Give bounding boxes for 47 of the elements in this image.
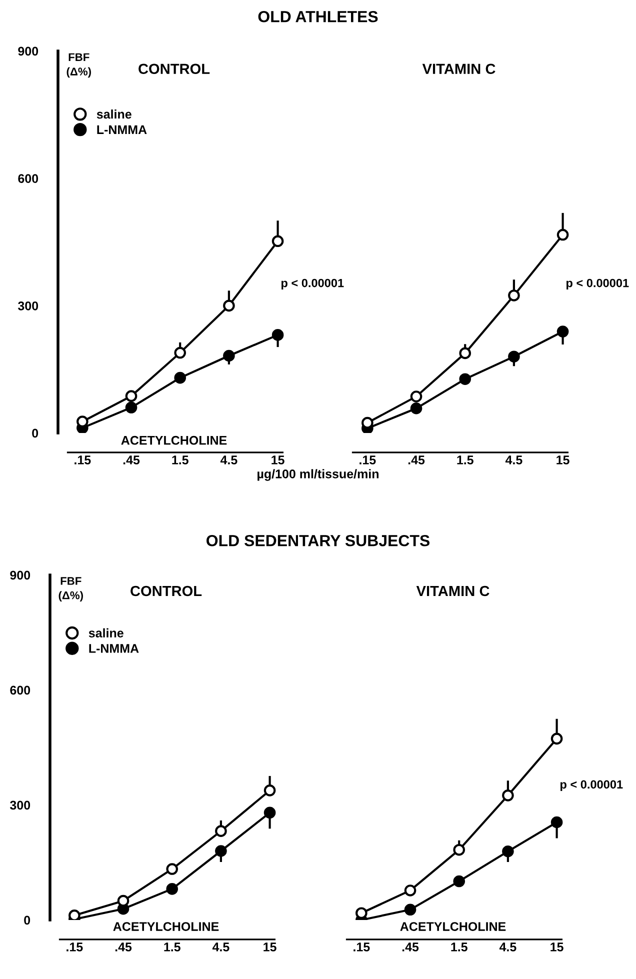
x-tick-label: 1.5	[457, 456, 474, 464]
y-tick-label: 300	[10, 800, 30, 810]
legend-label: L-NMMA	[89, 644, 139, 653]
x-tick-label: .15	[354, 942, 370, 952]
x-axis-title: ACETYLCHOLINE	[400, 922, 506, 931]
y-tick-label: 600	[10, 686, 30, 695]
y-axis-title: FBF (Δ%)	[58, 577, 83, 602]
x-axis-title: ACETYLCHOLINE	[121, 436, 227, 445]
y-tick-label: 0	[32, 428, 38, 438]
x-tick-label: 15	[264, 942, 276, 952]
y-axis-title: FBF (Δ%)	[66, 53, 91, 78]
text: CONTROL	[130, 586, 202, 596]
chart-title: OLD SEDENTARY SUBJECTS	[206, 534, 430, 546]
annotation: p < 0.00001	[282, 278, 344, 290]
y-tick-label: 300	[18, 301, 38, 310]
x-tick-label: .45	[408, 456, 425, 464]
x-axis-title: ACETYLCHOLINE	[113, 922, 219, 931]
x-tick-label: 4.5	[212, 942, 230, 952]
y-tick-label: 600	[18, 174, 38, 183]
x-tick-label: 1.5	[451, 942, 468, 952]
legend-label: saline	[96, 109, 132, 119]
annotation: p < 0.00001	[566, 278, 629, 290]
y-tick-label: 0	[24, 916, 30, 925]
legend-label: L-NMMA	[97, 125, 147, 134]
text: VITAMIN C	[422, 64, 496, 74]
y-tick-label: 900	[10, 570, 30, 580]
x-tick-label: 4.5	[499, 942, 516, 952]
x-tick-label: .15	[66, 942, 83, 952]
x-tick-label: .15	[74, 456, 91, 464]
y-tick-label: 900	[18, 46, 38, 56]
annotation: p < 0.00001	[560, 780, 623, 791]
x-tick-label: 15	[556, 456, 570, 464]
text: CONTROL	[138, 64, 210, 74]
x-tick-label: .45	[402, 942, 419, 952]
x-tick-label: 1.5	[164, 942, 180, 952]
x-tick-label: 15	[550, 942, 564, 952]
x-tick-label: 15	[272, 456, 284, 464]
x-tick-label: 4.5	[220, 456, 238, 464]
x-tick-label: .15	[360, 456, 376, 464]
text: VITAMIN C	[416, 586, 490, 596]
x-tick-label: .45	[123, 456, 140, 464]
legend-label: saline	[88, 628, 124, 638]
x-tick-label: 4.5	[505, 456, 522, 464]
chart-title: OLD ATHLETES	[258, 10, 378, 22]
x-tick-label: .45	[115, 942, 132, 952]
x-tick-label: 1.5	[172, 456, 188, 464]
text: µg/100 ml/tissue/min	[258, 469, 378, 481]
